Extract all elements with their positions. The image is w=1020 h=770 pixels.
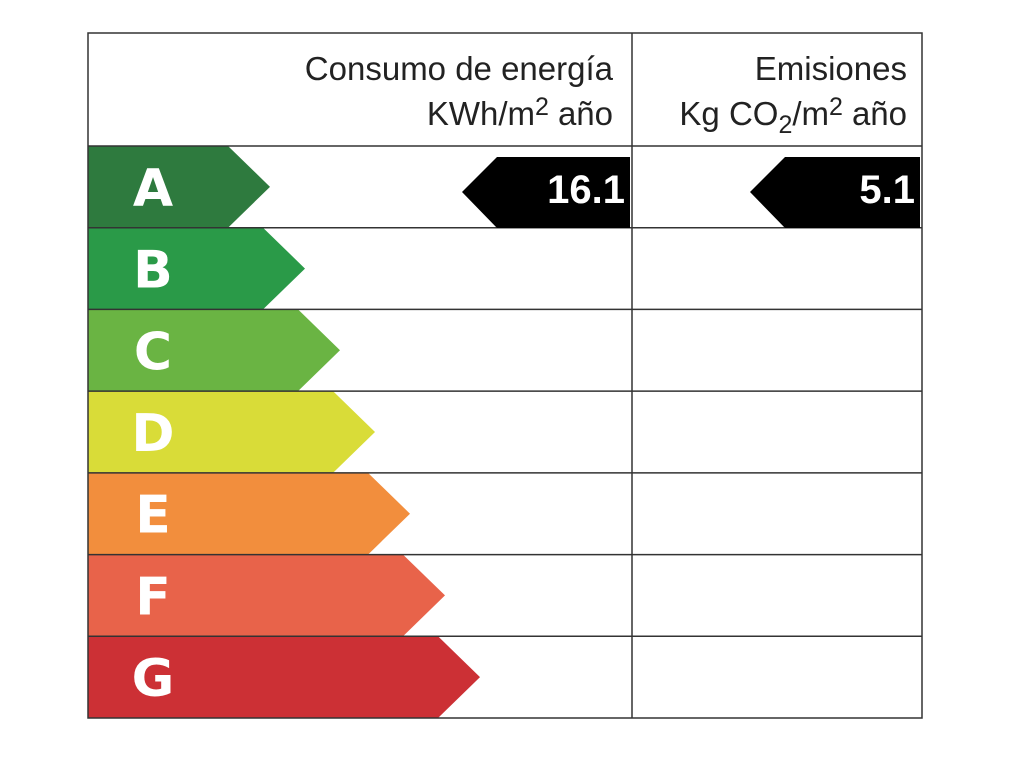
table-lines (87, 32, 923, 719)
emissions-unit: Kg CO2/m2 año (679, 93, 907, 139)
energy-unit: KWh/m2 año (427, 93, 613, 132)
grade-arrow (88, 636, 480, 718)
energy-value: 16.1 (547, 168, 625, 212)
unit-part: año (852, 95, 907, 132)
emissions-title: Emisiones (755, 50, 907, 87)
emissions-pointer (750, 157, 920, 228)
unit-part: Kg CO (679, 95, 778, 132)
unit-part: KWh/m (427, 95, 535, 132)
grade-arrow (88, 391, 375, 473)
grade-arrow (88, 554, 445, 637)
table-border (87, 32, 923, 719)
grade-letter: F (135, 567, 171, 627)
emissions-value: 5.1 (859, 168, 915, 212)
unit-sup: 2 (535, 93, 549, 121)
grade-letter: G (132, 649, 175, 709)
grade-letter: A (133, 159, 173, 219)
grade-arrow (88, 309, 340, 392)
energy-pointer (462, 157, 630, 228)
unit-sup: 2 (829, 93, 843, 121)
grade-letter: C (134, 322, 172, 382)
grade-arrow (88, 472, 410, 555)
grade-letter: D (131, 404, 174, 464)
grade-arrow (88, 146, 270, 228)
unit-sub: 2 (778, 111, 792, 139)
grade-letter: E (135, 486, 171, 546)
energy-title: Consumo de energía (305, 50, 614, 87)
unit-part: /m (792, 95, 829, 132)
grade-arrow (88, 227, 305, 310)
unit-part: año (558, 95, 613, 132)
grade-letter: B (133, 241, 173, 301)
